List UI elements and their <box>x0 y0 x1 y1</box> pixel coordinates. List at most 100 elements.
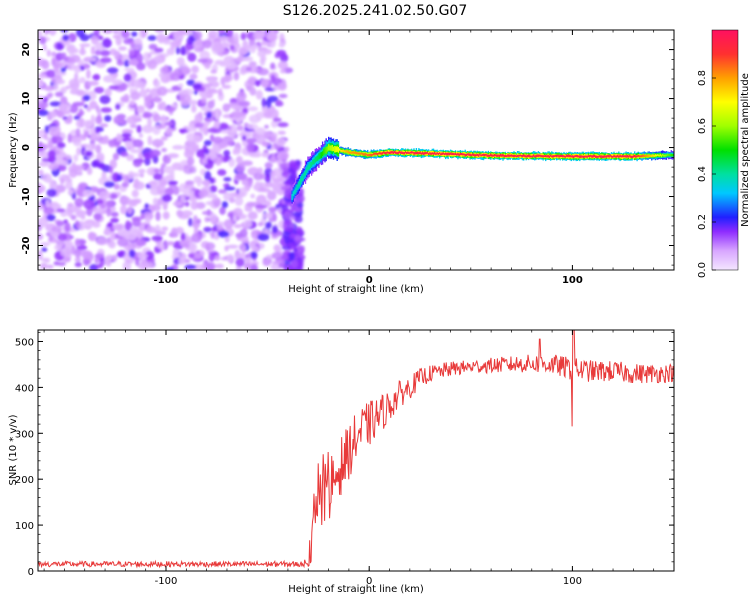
noise-blob <box>295 215 303 223</box>
signal-cell <box>626 154 629 158</box>
noise-blob <box>211 147 221 154</box>
noise-blob <box>238 100 251 108</box>
noise-blob <box>59 160 69 166</box>
noise-blob <box>82 94 91 102</box>
noise-blob <box>54 203 62 209</box>
noise-blob <box>223 177 232 182</box>
noise-blob <box>79 244 87 250</box>
signal-cell <box>637 154 639 157</box>
noise-blob <box>296 247 305 253</box>
noise-blob <box>86 69 91 79</box>
signal-cell <box>330 145 332 151</box>
signal-cell <box>638 155 641 158</box>
noise-blob <box>93 212 102 221</box>
signal-cell <box>557 154 559 159</box>
noise-blob <box>192 83 202 90</box>
noise-blob <box>165 187 175 196</box>
noise-blob <box>279 69 286 74</box>
signal-cell <box>477 154 480 157</box>
signal-cell <box>597 156 599 158</box>
signal-cell <box>568 154 570 158</box>
signal-cell <box>496 154 498 157</box>
signal-cell <box>399 151 402 154</box>
signal-cell <box>652 154 654 157</box>
signal-cell <box>457 152 459 156</box>
noise-blob <box>271 153 276 164</box>
noise-blob <box>253 172 264 181</box>
signal-cell <box>551 155 553 158</box>
signal-cell <box>309 161 312 168</box>
y-tick-label: 0 <box>21 144 32 151</box>
signal-cell <box>585 155 587 158</box>
noise-blob <box>204 170 212 181</box>
noise-blob <box>184 201 190 207</box>
noise-blob <box>296 202 304 208</box>
noise-blob <box>92 222 101 228</box>
noise-blob <box>289 227 294 234</box>
signal-cell <box>487 154 490 157</box>
noise-blob <box>154 47 164 53</box>
noise-blob <box>197 58 209 63</box>
signal-cell <box>595 155 597 158</box>
noise-blob <box>93 30 100 37</box>
signal-cell <box>641 155 643 158</box>
noise-blob <box>58 102 68 113</box>
noise-blob <box>205 201 214 206</box>
noise-blob <box>142 111 153 118</box>
noise-blob <box>112 223 124 231</box>
signal-cell <box>658 154 660 157</box>
noise-blob <box>44 257 51 263</box>
noise-blob <box>288 251 296 261</box>
noise-blob <box>62 34 69 41</box>
signal-cell <box>301 175 303 182</box>
y-tick-label: 200 <box>15 475 34 486</box>
signal-cell <box>530 155 532 158</box>
noise-blob <box>45 199 50 209</box>
signal-cell <box>426 152 429 156</box>
noise-blob <box>234 57 245 63</box>
noise-blob <box>259 188 271 193</box>
signal-cell <box>384 151 386 154</box>
noise-blob <box>219 206 226 215</box>
x-tick-label: 0 <box>366 576 372 587</box>
signal-cell <box>615 155 618 158</box>
noise-blob <box>123 93 130 103</box>
noise-blob <box>69 104 79 114</box>
snr-panel: -100 0 100 500 400 300 200 100 0 Height of strai… <box>8 329 675 595</box>
noise-blob <box>112 152 120 161</box>
signal-cell <box>292 191 294 197</box>
noise-blob <box>136 62 146 71</box>
noise-blob <box>85 150 93 157</box>
signal-cell <box>629 154 631 157</box>
signal-cell <box>335 146 337 153</box>
signal-cell <box>463 153 465 156</box>
noise-blob <box>201 263 206 270</box>
noise-blob <box>270 170 276 180</box>
signal-cell <box>603 155 605 158</box>
noise-blob <box>83 130 90 138</box>
colorbar-ticks: 0.0 0.2 0.4 0.6 0.8 <box>697 70 716 278</box>
noise-blob <box>254 180 260 191</box>
noise-blob <box>108 139 116 148</box>
noise-blob <box>189 73 198 80</box>
noise-blob <box>248 61 257 68</box>
signal-cell <box>614 155 616 158</box>
noise-blob <box>38 30 43 39</box>
noise-blob <box>176 209 183 217</box>
signal-cell <box>409 151 412 154</box>
signal-cell <box>643 155 646 158</box>
noise-blob <box>45 178 55 184</box>
noise-blob <box>46 69 56 78</box>
signal-cell <box>426 151 429 154</box>
noise-blob <box>78 117 85 128</box>
signal-cell <box>660 154 663 158</box>
noise-blob <box>82 189 94 198</box>
signal-cell <box>498 154 501 157</box>
signal-cell <box>299 178 302 185</box>
noise-blob <box>123 73 132 82</box>
noise-blob <box>280 255 289 260</box>
noise-blob <box>49 181 57 191</box>
noise-blob <box>183 242 190 249</box>
signal-cell <box>317 155 319 161</box>
signal-cell <box>532 154 535 157</box>
